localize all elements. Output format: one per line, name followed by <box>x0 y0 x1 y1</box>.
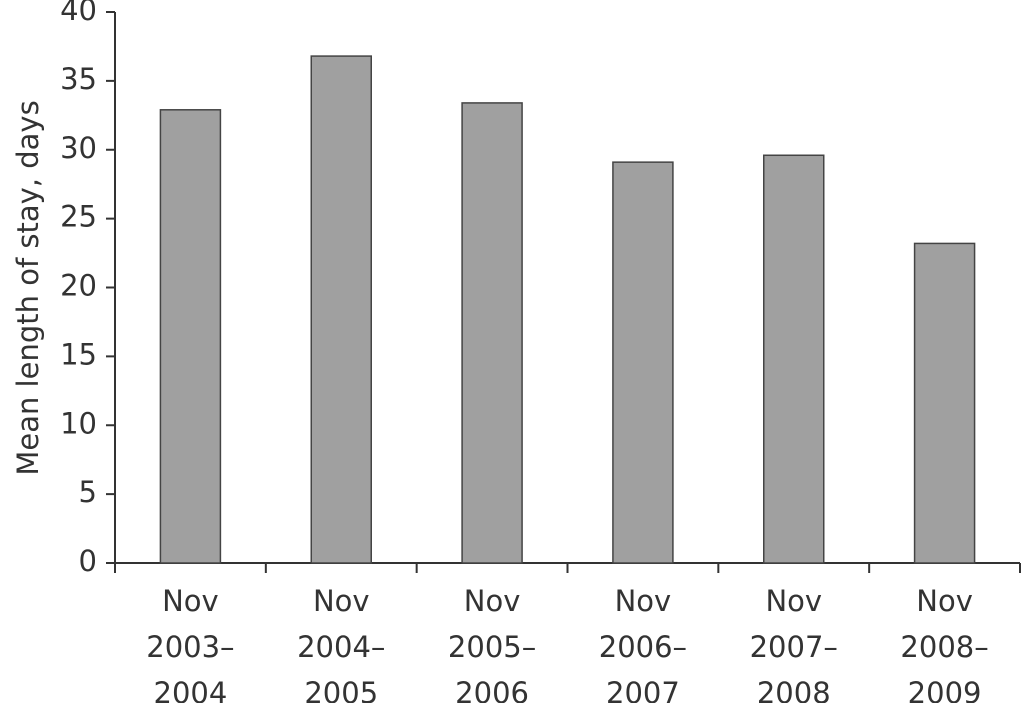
x-tick-label: Nov 2003– 2004 <box>146 584 234 703</box>
y-tick-label: 15 <box>60 337 97 371</box>
y-tick-label: 20 <box>60 269 97 303</box>
y-tick-label: 5 <box>79 475 97 509</box>
x-tick-label-line: 2007– <box>750 630 838 664</box>
bar <box>159 109 222 564</box>
x-tick-label-line: Nov <box>916 584 973 618</box>
x-tick-label-line: 2008– <box>900 630 988 664</box>
y-tick-label: 40 <box>60 0 97 27</box>
x-tick-label-line: 2008 <box>757 676 831 703</box>
y-axis-label: Mean length of stay, days <box>11 100 45 475</box>
y-tick-label: 35 <box>60 62 97 96</box>
x-tick-label-line: 2006– <box>599 630 687 664</box>
x-tick-label-line: Nov <box>615 584 672 618</box>
x-tick-label: Nov 2004– 2005 <box>297 584 385 703</box>
bar <box>310 55 372 564</box>
x-tick-label: Nov 2005– 2006 <box>448 584 536 703</box>
x-tick-label-line: 2005 <box>304 676 378 703</box>
x-tick-label-line: 2004– <box>297 630 385 664</box>
x-tick-label-line: 2004 <box>154 676 228 703</box>
x-tick-label-line: Nov <box>313 584 370 618</box>
x-tick-label-line: 2005– <box>448 630 536 664</box>
y-tick-label: 30 <box>60 131 97 165</box>
x-tick-label-line: Nov <box>162 584 219 618</box>
bar <box>913 242 976 564</box>
x-tick-label-line: 2006 <box>455 676 529 703</box>
y-tick-label: 25 <box>60 200 97 234</box>
x-tick-label-line: 2003– <box>146 630 234 664</box>
x-tick-label-line: Nov <box>765 584 822 618</box>
y-tick-label: 0 <box>79 544 97 578</box>
x-tick-label-line: 2007 <box>606 676 680 703</box>
x-tick-label: Nov 2006– 2007 <box>599 584 687 703</box>
bar <box>612 161 674 564</box>
x-tick-label: Nov 2007– 2008 <box>750 584 838 703</box>
x-tick-label: Nov 2008– 2009 <box>900 584 988 703</box>
bar <box>461 102 523 564</box>
bar <box>763 154 825 564</box>
x-tick-label-line: 2009 <box>908 676 982 703</box>
x-tick-label-line: Nov <box>464 584 521 618</box>
y-tick-label: 10 <box>60 406 97 440</box>
